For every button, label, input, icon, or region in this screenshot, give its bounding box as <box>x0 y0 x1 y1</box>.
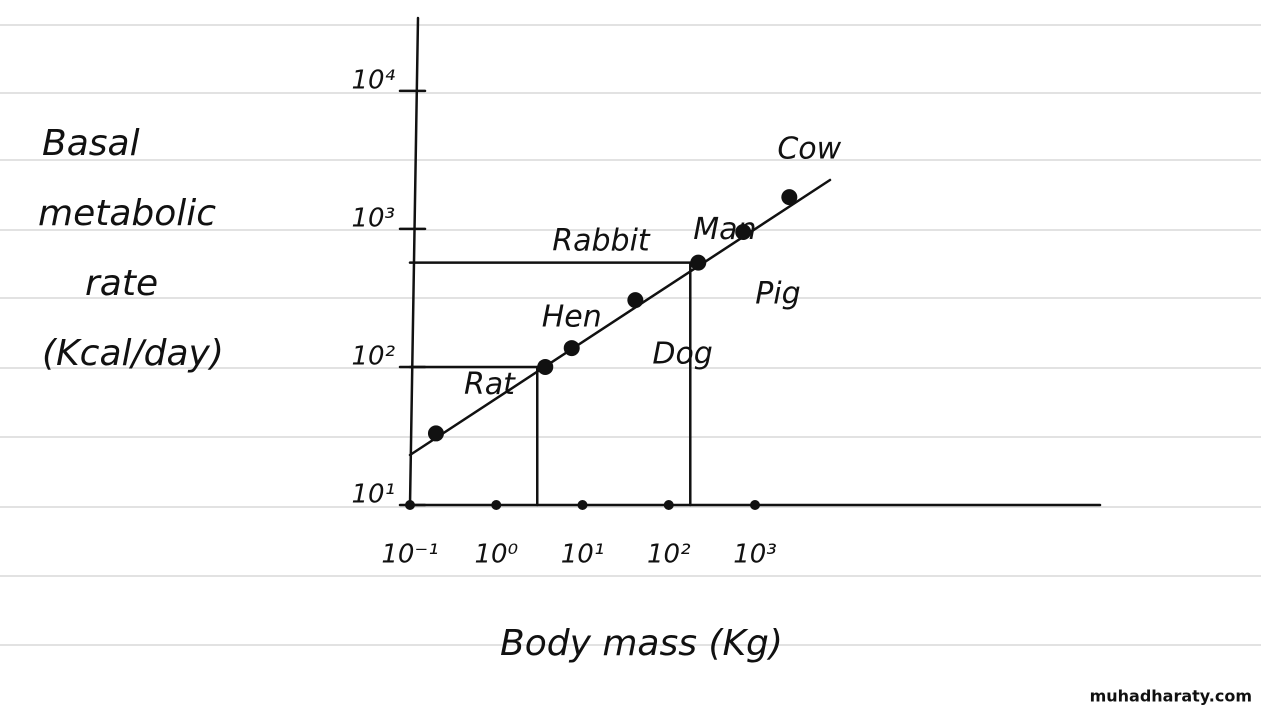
y-axis-label-line: rate <box>85 263 158 304</box>
y-axis-label-line: Basal <box>42 123 140 164</box>
point-label: Cow <box>777 132 841 167</box>
y-tick-label: 10³ <box>351 203 395 233</box>
watermark: muhadharaty.com <box>1090 687 1252 706</box>
point <box>735 223 752 240</box>
y-axis-label-line: metabolic <box>38 193 216 234</box>
x-tick-mark <box>577 500 588 510</box>
x-tick-mark <box>750 500 760 510</box>
y-axis-label-line: (Kcal/day) <box>42 333 224 374</box>
point <box>627 292 644 309</box>
x-tick-label: 10¹ <box>561 540 605 570</box>
point-label: Rat <box>464 367 516 402</box>
point <box>537 358 554 375</box>
y-tick-label: 10¹ <box>351 480 395 510</box>
point <box>563 340 580 357</box>
y-tick-label: 10² <box>351 341 395 371</box>
point <box>690 254 707 271</box>
x-tick-label: 10² <box>647 540 691 570</box>
point-label: Pig <box>755 276 800 311</box>
x-tick-label: 10³ <box>733 540 777 570</box>
point <box>781 189 798 206</box>
fit-line <box>408 178 832 457</box>
x-tick-mark <box>663 500 674 510</box>
x-tick-mark <box>491 500 502 510</box>
x-tick-label: 10⁰ <box>474 540 518 570</box>
y-axis-label: Basal metabolic rate (Kcal/day) <box>38 123 224 374</box>
x-axis-label: Body mass (Kg) <box>500 623 783 664</box>
point-label: Hen <box>542 300 602 335</box>
y-tick-label: 10⁴ <box>351 65 395 95</box>
x-tick-label: 10⁻¹ <box>381 540 438 570</box>
point-label: Dog <box>652 337 713 372</box>
point-label: Rabbit <box>552 223 651 258</box>
point <box>427 425 444 442</box>
